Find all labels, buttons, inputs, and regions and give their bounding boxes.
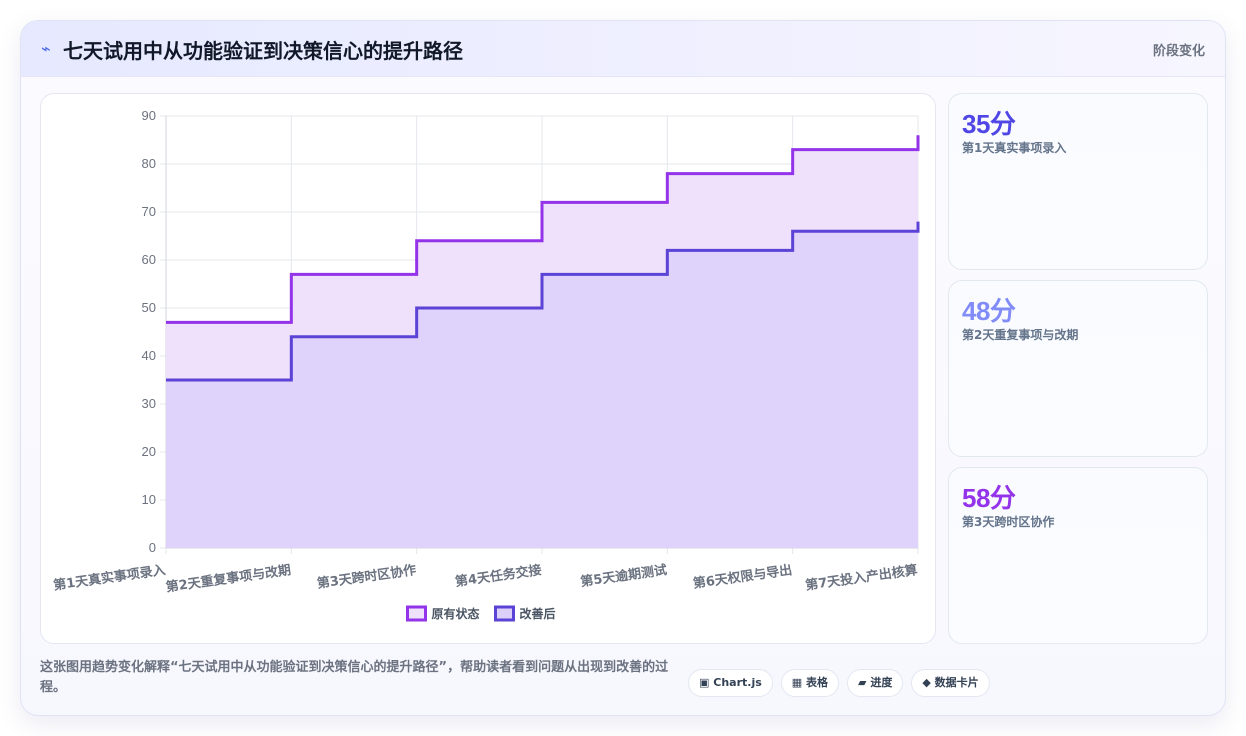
chip-label: 进度 (870, 676, 893, 689)
kpi-label: 第3天跨时区协作 (962, 515, 1055, 529)
diamond-icon: ◆ (922, 676, 931, 689)
stage-change-tag: 阶段变化 (1152, 44, 1205, 59)
x-tick-label: 第7天投入产出核算 (804, 562, 918, 594)
y-tick-label: 80 (142, 156, 156, 171)
x-tick-label: 第6天权限与导出 (692, 562, 793, 592)
y-tick-label: 90 (142, 108, 156, 123)
table-icon: ▦ (791, 676, 803, 689)
progress-icon: ▰ (858, 676, 867, 689)
chip-progress[interactable]: ▰ 进度 (847, 669, 904, 697)
chip-label: 数据卡片 (934, 676, 979, 689)
series-line-2 (166, 221, 920, 382)
series-area-2 (166, 221, 918, 548)
y-tick-label: 60 (142, 252, 156, 267)
chip-label: Chart.js (713, 676, 762, 689)
chart-icon: ▣ (699, 676, 710, 689)
x-tick-label: 第1天真实事项录入 (52, 562, 166, 594)
legend-swatch (406, 605, 427, 622)
chart-panel: 0 10 20 30 40 50 60 70 80 90 第1天真实事项录入 第2天重复事项与改期 第3… (40, 93, 936, 644)
chip-label: 表格 (806, 676, 829, 689)
y-tick-label: 20 (142, 444, 156, 459)
y-tick-label: 10 (142, 492, 156, 507)
x-tick-label: 第2天重复事项与改期 (165, 562, 292, 595)
series-line-1 (166, 135, 920, 324)
kpi-card-1: 35分 第1天真实事项录入 (948, 93, 1208, 270)
y-tick-label: 0 (149, 540, 156, 555)
card-header: ⌁ 七天试用中从功能验证到决策信心的提升路径 阶段变化 (21, 21, 1225, 77)
y-tick-label: 70 (142, 204, 156, 219)
page-title: 七天试用中从功能验证到决策信心的提升路径 (63, 39, 463, 63)
y-tick-label: 30 (142, 396, 156, 411)
chip-chartjs[interactable]: ▣ Chart.js (688, 669, 773, 697)
chip-data-card[interactable]: ◆ 数据卡片 (911, 669, 990, 697)
y-tick-label: 50 (142, 300, 156, 315)
kpi-value: 48分 (962, 296, 1016, 326)
dashboard-card: ⌁ 七天试用中从功能验证到决策信心的提升路径 阶段变化 0 10 20 30 40 50 6… (20, 20, 1226, 716)
kpi-value: 35分 (962, 109, 1016, 139)
kpi-label: 第1天真实事项录入 (962, 141, 1067, 155)
x-tick-label: 第4天任务交接 (454, 562, 542, 590)
legend-label: 改善后 (520, 606, 556, 621)
legend-swatch (494, 605, 515, 622)
kpi-label: 第2天重复事项与改期 (962, 328, 1079, 342)
kpi-value: 58分 (962, 483, 1016, 513)
chip-table[interactable]: ▦ 表格 (780, 669, 840, 697)
legend-label: 原有状态 (432, 606, 480, 621)
kpi-card-3: 58分 第3天跨时区协作 (948, 467, 1208, 644)
x-tick-label: 第5天逾期测试 (579, 562, 667, 590)
tech-chips: ▣ Chart.js ▦ 表格 ▰ 进度 ◆ 数据卡片 (688, 669, 990, 697)
y-tick-label: 40 (142, 348, 156, 363)
kpi-card-2: 48分 第2天重复事项与改期 (948, 280, 1208, 457)
trend-icon: ⌁ (41, 39, 51, 58)
chart-footnote: 这张图用趋势变化解释“七天试用中从功能验证到决策信心的提升路径”，帮助读者看到问… (40, 660, 669, 695)
x-tick-label: 第3天跨时区协作 (316, 562, 417, 592)
